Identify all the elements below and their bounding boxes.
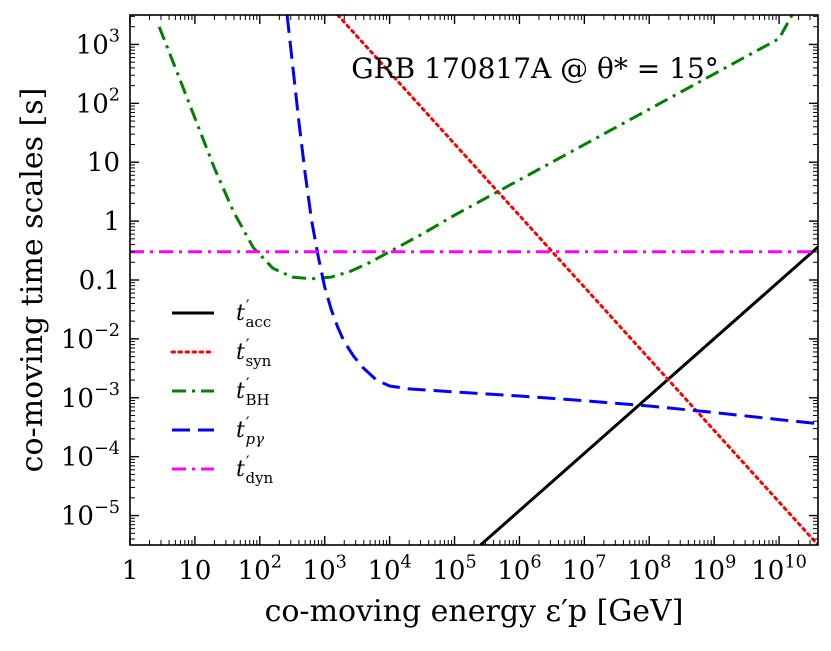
x-tick-label-6: 106 <box>497 552 541 586</box>
x-tick-label-5: 105 <box>432 552 476 586</box>
y-tick-label-2: 10 <box>87 148 120 178</box>
y-tick-label-0: 103 <box>76 27 120 61</box>
x-axis-label: co-moving energy ε′p [GeV] <box>265 594 684 629</box>
legend: t′ acc t′ syn t′ BH t′ pγ t′ dyn <box>170 296 274 487</box>
plot-area <box>130 15 818 545</box>
x-tick-label-3: 103 <box>303 552 347 586</box>
x-tick-label-0: 1 <box>122 556 139 586</box>
legend-label-4: t′ dyn <box>236 452 274 487</box>
y-tick-label-3: 1 <box>103 207 120 237</box>
legend-label-3: t′ pγ <box>236 413 264 448</box>
chart-title: GRB 170817A @ θ* = 15° <box>351 52 719 85</box>
y-tick-label-4: 0.1 <box>79 266 120 296</box>
y-axis-label: co-moving time scales [s] <box>15 88 50 473</box>
x-tick-label-2: 102 <box>238 552 282 586</box>
series-line-1 <box>336 15 818 545</box>
legend-label-2: t′ BH <box>236 374 270 409</box>
series-line-2 <box>157 15 794 281</box>
x-tick-label-10: 1010 <box>751 552 807 586</box>
axis-ticks: 1 10 102 103 104 105 106 107 108 109 1010103102101… <box>61 15 818 586</box>
y-tick-label-8: 10−5 <box>61 498 120 532</box>
x-tick-label-1: 10 <box>178 556 211 586</box>
x-tick-label-7: 107 <box>562 552 606 586</box>
plot-frame <box>129 14 819 546</box>
legend-label-1: t′ syn <box>236 335 272 370</box>
x-tick-label-4: 104 <box>367 552 411 586</box>
y-tick-label-5: 10−2 <box>61 321 120 355</box>
y-tick-label-1: 102 <box>76 86 120 120</box>
legend-label-0: t′ acc <box>236 296 271 331</box>
x-tick-label-9: 109 <box>692 552 736 586</box>
y-tick-label-6: 10−3 <box>61 380 120 414</box>
y-tick-label-7: 10−4 <box>61 439 120 473</box>
series-line-0 <box>479 245 818 545</box>
x-tick-label-8: 108 <box>627 552 671 586</box>
series-line-3 <box>285 15 818 426</box>
